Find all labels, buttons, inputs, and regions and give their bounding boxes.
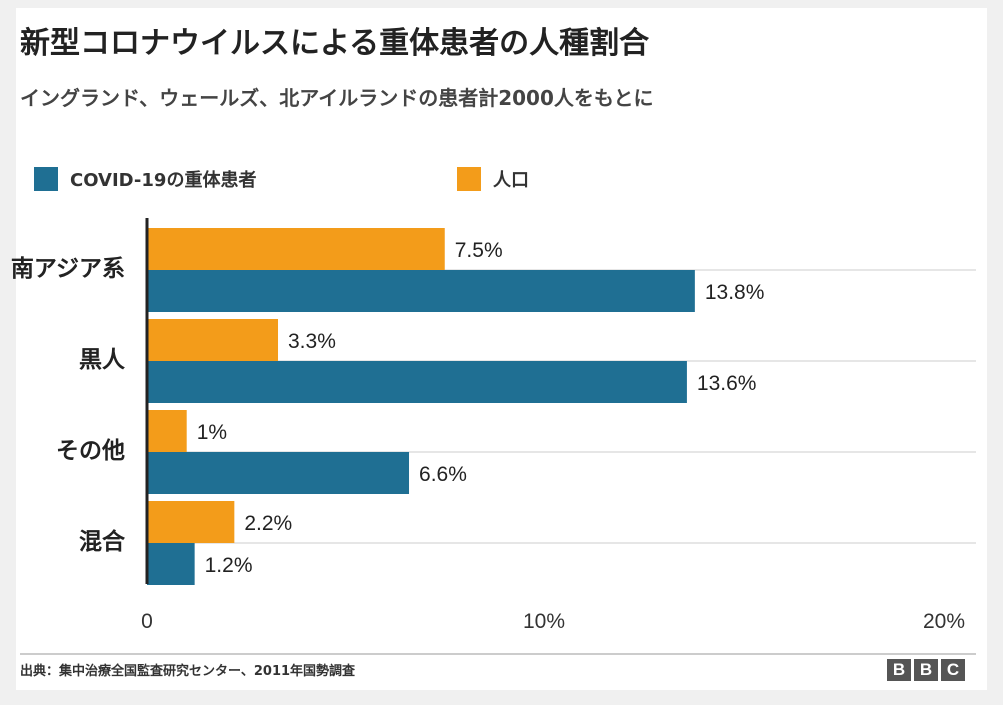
legend-item-population: 人口	[457, 166, 529, 192]
data-label: 2.2%	[244, 512, 292, 535]
data-label: 1.2%	[205, 554, 253, 577]
bar-covid	[147, 452, 410, 494]
bbc-logo-letter: B	[887, 659, 911, 681]
bbc-logo-letter: C	[941, 659, 965, 681]
x-tick-label: 10%	[523, 610, 565, 633]
legend-item-covid: COVID-19の重体患者	[34, 166, 256, 192]
bar-population	[147, 228, 445, 270]
category-label: 混合	[79, 528, 126, 555]
data-label: 13.6%	[697, 372, 757, 395]
category-label: 南アジア系	[11, 256, 125, 282]
legend-swatch-population	[457, 167, 481, 191]
chart-subtitle: イングランド、ウェールズ、北アイルランドの患者計2000人をもとに	[20, 86, 654, 110]
bbc-logo-letter: B	[914, 659, 938, 681]
legend-label-population: 人口	[493, 170, 529, 191]
data-label: 7.5%	[455, 239, 503, 262]
data-label: 6.6%	[419, 463, 467, 486]
source-note: 出典：集中治療全国監査研究センター、2011年国勢調査	[20, 664, 356, 679]
chart-title: 新型コロナウイルスによる重体患者の人種割合	[20, 26, 650, 61]
x-tick-label: 0	[141, 610, 153, 633]
legend-label-covid: COVID-19の重体患者	[70, 170, 257, 191]
bar-covid	[147, 361, 687, 403]
data-label: 3.3%	[288, 330, 336, 353]
bar-population	[147, 319, 279, 361]
x-tick-label: 20%	[923, 610, 965, 633]
bar-population	[147, 410, 187, 452]
category-label: 黒人	[79, 347, 126, 373]
bar-covid	[147, 270, 695, 312]
bbc-logo: B B C	[887, 659, 965, 681]
bar-population	[147, 501, 235, 543]
data-label: 13.8%	[705, 281, 765, 304]
category-label: その他	[56, 438, 125, 464]
bar-covid	[147, 543, 195, 585]
data-label: 1%	[197, 421, 227, 444]
legend-swatch-covid	[34, 167, 58, 191]
